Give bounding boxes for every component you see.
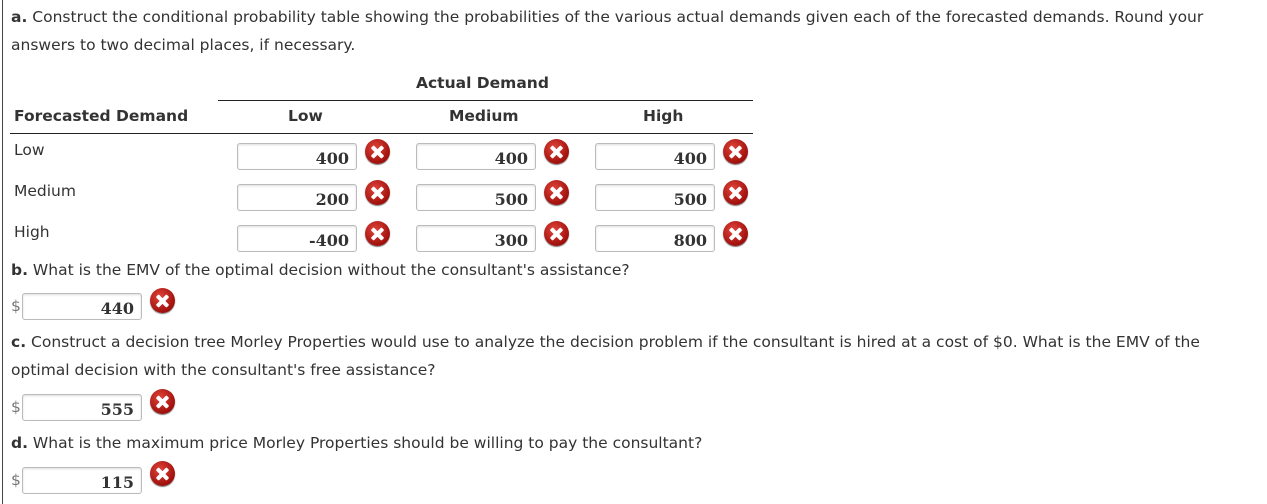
- answer-input[interactable]: 200: [237, 184, 357, 211]
- part-label: d.: [11, 434, 28, 452]
- column-header-high: High: [643, 107, 684, 125]
- answer-input[interactable]: -400: [237, 225, 357, 252]
- part-c-question: c. Construct a decision tree Morley Prop…: [11, 333, 1200, 351]
- column-header-medium: Medium: [449, 107, 519, 125]
- part-label: b.: [11, 261, 28, 279]
- row-label: High: [14, 223, 50, 241]
- question-text: What is the EMV of the optimal decision …: [32, 261, 630, 279]
- question-text-cont: optimal decision with the consultant's f…: [11, 361, 436, 379]
- part-label: a.: [11, 8, 28, 26]
- row-label: Medium: [14, 182, 76, 200]
- part-d-question: d. What is the maximum price Morley Prop…: [11, 434, 702, 452]
- left-border: [2, 0, 3, 504]
- currency-symbol: $: [11, 398, 21, 416]
- answer-input[interactable]: 800: [595, 225, 715, 252]
- row-label: Low: [14, 141, 45, 159]
- table-rule: [10, 133, 753, 134]
- incorrect-x-icon: [544, 221, 569, 246]
- incorrect-x-icon: [150, 461, 175, 486]
- incorrect-x-icon: [544, 180, 569, 205]
- incorrect-x-icon: [150, 288, 175, 313]
- answer-input[interactable]: 500: [416, 184, 536, 211]
- incorrect-x-icon: [365, 180, 390, 205]
- incorrect-x-icon: [723, 139, 748, 164]
- column-header-low: Low: [288, 107, 323, 125]
- incorrect-x-icon: [150, 389, 175, 414]
- question-text-cont: answers to two decimal places, if necess…: [11, 36, 356, 54]
- forecasted-demand-header: Forecasted Demand: [14, 107, 189, 125]
- incorrect-x-icon: [365, 221, 390, 246]
- header-rule: [218, 100, 753, 101]
- incorrect-x-icon: [544, 139, 569, 164]
- question-text: Construct a decision tree Morley Propert…: [31, 333, 1200, 351]
- answer-input[interactable]: 500: [595, 184, 715, 211]
- part-b-question: b. What is the EMV of the optimal decisi…: [11, 261, 630, 279]
- emv-without-consultant-input[interactable]: 440: [22, 293, 142, 320]
- part-label: c.: [11, 333, 27, 351]
- currency-symbol: $: [11, 297, 21, 315]
- actual-demand-header: Actual Demand: [416, 74, 549, 92]
- answer-input[interactable]: 300: [416, 225, 536, 252]
- incorrect-x-icon: [723, 221, 748, 246]
- emv-with-consultant-input[interactable]: 555: [22, 394, 142, 421]
- incorrect-x-icon: [723, 180, 748, 205]
- part-a-question: a. Construct the conditional probability…: [11, 8, 1203, 26]
- question-text: What is the maximum price Morley Propert…: [32, 434, 703, 452]
- currency-symbol: $: [11, 471, 21, 489]
- answer-input[interactable]: 400: [237, 143, 357, 170]
- answer-input[interactable]: 400: [416, 143, 536, 170]
- incorrect-x-icon: [365, 139, 390, 164]
- max-consultant-price-input[interactable]: 115: [22, 467, 142, 494]
- question-text: Construct the conditional probability ta…: [32, 8, 1204, 26]
- answer-input[interactable]: 400: [595, 143, 715, 170]
